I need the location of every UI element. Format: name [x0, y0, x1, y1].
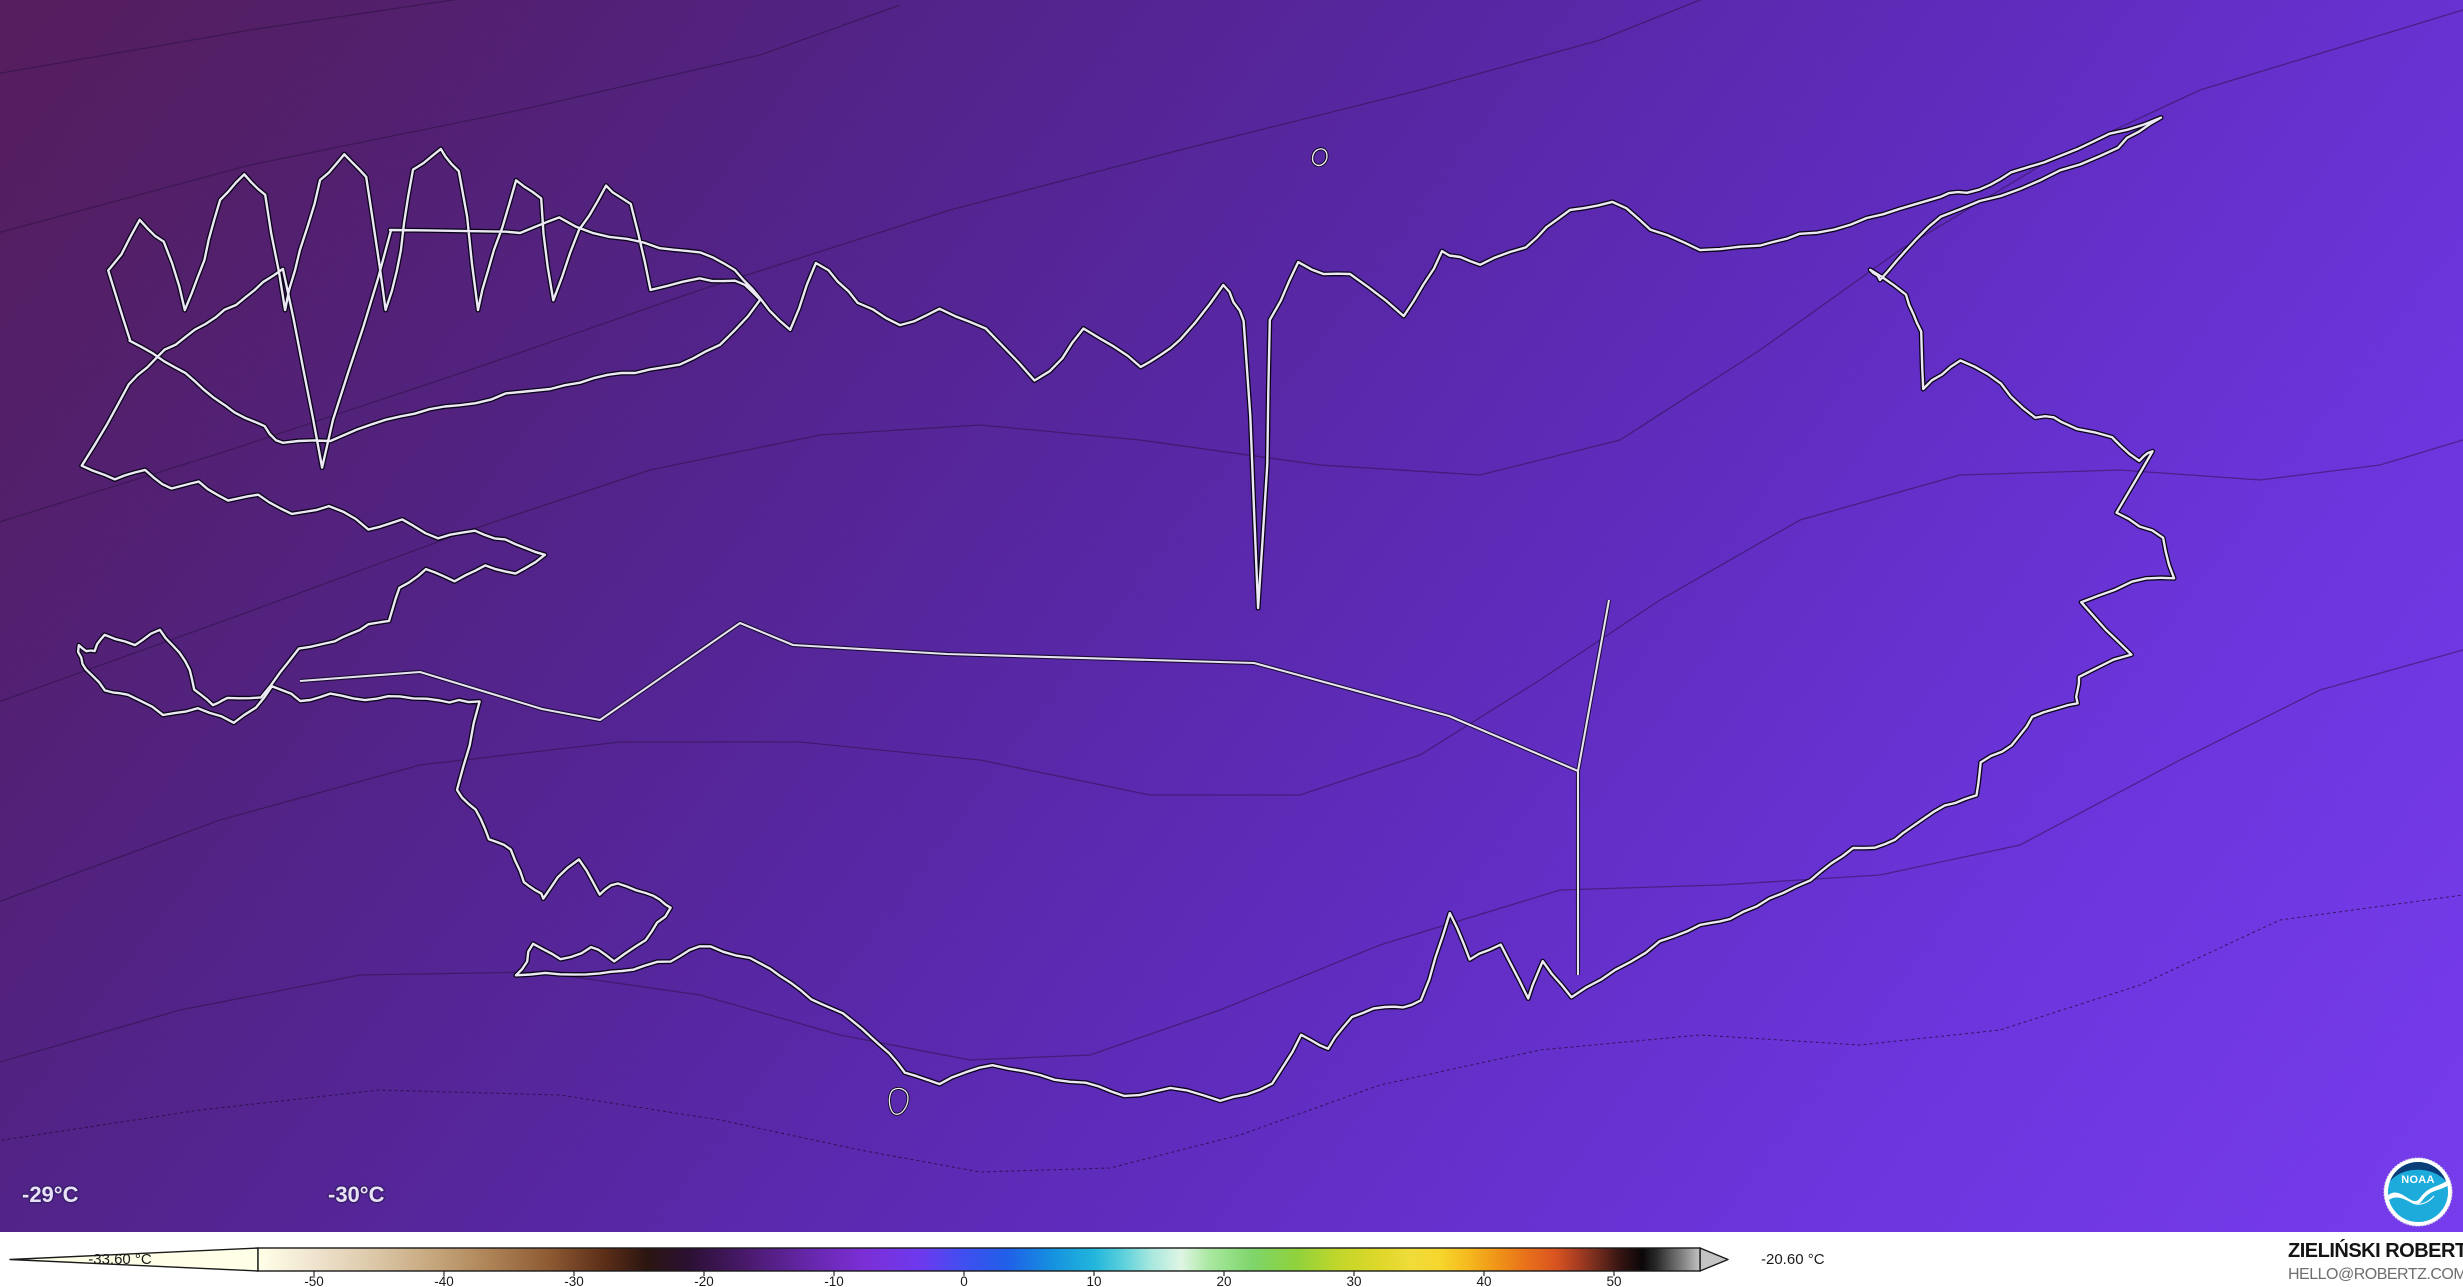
- svg-text:40: 40: [1476, 1274, 1491, 1287]
- svg-text:-50: -50: [304, 1274, 324, 1287]
- svg-text:20: 20: [1216, 1274, 1231, 1287]
- svg-text:0: 0: [960, 1274, 968, 1287]
- svg-text:-30°C: -30°C: [328, 1182, 385, 1207]
- svg-text:-29°C: -29°C: [22, 1182, 79, 1207]
- svg-text:50: 50: [1606, 1274, 1621, 1287]
- svg-text:-20: -20: [694, 1274, 714, 1287]
- svg-text:30: 30: [1346, 1274, 1361, 1287]
- svg-text:10: 10: [1086, 1274, 1101, 1287]
- svg-text:-10: -10: [824, 1274, 844, 1287]
- svg-text:-30: -30: [564, 1274, 584, 1287]
- svg-text:NOAA: NOAA: [2401, 1174, 2435, 1186]
- svg-text:-20.60 °C: -20.60 °C: [1761, 1251, 1825, 1268]
- svg-text:-40: -40: [434, 1274, 454, 1287]
- svg-text:-33.60 °C: -33.60 °C: [88, 1251, 152, 1268]
